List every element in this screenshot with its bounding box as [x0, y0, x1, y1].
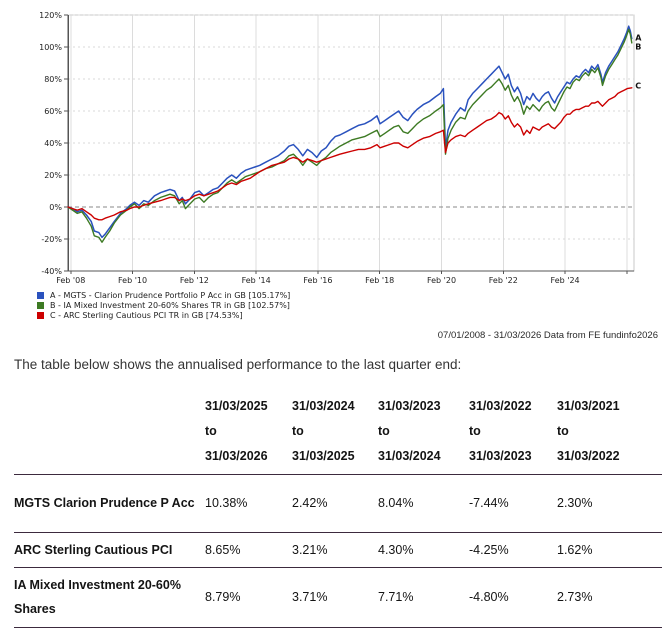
table-header-row: 31/03/2025 to 31/03/2026 31/03/2024 to 31/03… [14, 390, 662, 474]
period-header-3: 31/03/2023 to 31/03/2024 [378, 390, 469, 474]
range-word: to [469, 424, 481, 439]
svg-text:Feb '16: Feb '16 [303, 276, 332, 285]
svg-text:Feb '14: Feb '14 [242, 276, 271, 285]
cell-value: 3.71% [292, 590, 328, 604]
cell-value: 1.62% [557, 542, 593, 557]
legend-item-a: A - MGTS - Clarion Prudence Portfolio P … [37, 291, 290, 301]
row-label: MGTS Clarion Prudence P Acc [14, 496, 195, 510]
period-from: 31/03/2023 [378, 399, 441, 414]
range-word: to [557, 424, 569, 439]
legend-label-a: A - MGTS - Clarion Prudence Portfolio P … [50, 291, 291, 300]
period-to: 31/03/2026 [205, 449, 268, 464]
period-header-1: 31/03/2025 to 31/03/2026 [205, 390, 292, 474]
svg-text:Feb '10: Feb '10 [118, 276, 147, 285]
period-from: 31/03/2021 [557, 399, 620, 414]
legend-item-c: C - ARC Sterling Cautious PCI TR in GB [… [37, 311, 290, 321]
cell-value: 2.73% [557, 590, 593, 604]
row-label: IA Mixed Investment 20-60% Shares [14, 578, 181, 616]
svg-text:80%: 80% [44, 75, 62, 84]
performance-table: 31/03/2025 to 31/03/2026 31/03/2024 to 31/03… [14, 390, 662, 628]
svg-text:A: A [635, 34, 642, 43]
period-from: 31/03/2025 [205, 399, 268, 414]
cell-value: 8.79% [205, 590, 241, 604]
range-word: to [205, 424, 217, 439]
period-to: 31/03/2022 [557, 449, 620, 464]
row-label: ARC Sterling Cautious PCI [14, 542, 173, 557]
cell-value: -4.25% [469, 542, 509, 557]
cell-value: -4.80% [469, 590, 509, 604]
chart-date-range-source: 07/01/2008 - 31/03/2026 Data from FE fun… [437, 330, 658, 341]
series-c-swatch [37, 312, 44, 319]
period-header-2: 31/03/2024 to 31/03/2025 [292, 390, 378, 474]
legend-label-b: B - IA Mixed Investment 20-60% Shares TR… [50, 301, 290, 310]
svg-text:20%: 20% [44, 171, 62, 180]
table-row-ia: IA Mixed Investment 20-60% Shares 8.79% … [14, 567, 662, 627]
cell-value: 10.38% [205, 496, 248, 510]
period-from: 31/03/2022 [469, 399, 532, 414]
performance-chart: Feb '08 Feb '10 Feb '12 Feb '14 Feb '16 Feb '… [0, 0, 671, 292]
legend-label-c: C - ARC Sterling Cautious PCI TR in GB [… [50, 311, 243, 320]
svg-text:40%: 40% [44, 139, 62, 148]
svg-text:Feb '20: Feb '20 [427, 276, 456, 285]
svg-text:Feb '12: Feb '12 [180, 276, 209, 285]
svg-text:Feb '08: Feb '08 [56, 276, 85, 285]
cell-value: 2.42% [292, 496, 328, 510]
period-header-4: 31/03/2022 to 31/03/2023 [469, 390, 557, 474]
period-to: 31/03/2023 [469, 449, 532, 464]
chart-legend: A - MGTS - Clarion Prudence Portfolio P … [37, 291, 290, 321]
period-from: 31/03/2024 [292, 399, 355, 414]
range-word: to [292, 424, 304, 439]
svg-text:C: C [635, 82, 641, 91]
series-a-swatch [37, 292, 44, 299]
svg-text:-40%: -40% [41, 267, 62, 276]
performance-line-chart: Feb '08 Feb '10 Feb '12 Feb '14 Feb '16 Feb '… [39, 11, 642, 285]
performance-table-wrap: 31/03/2025 to 31/03/2026 31/03/2024 to 31/03… [14, 390, 662, 628]
svg-text:60%: 60% [44, 107, 62, 116]
svg-text:Feb '22: Feb '22 [489, 276, 518, 285]
svg-text:Feb '18: Feb '18 [365, 276, 394, 285]
cell-value: -7.44% [469, 496, 509, 510]
series-b-swatch [37, 302, 44, 309]
cell-value: 3.21% [292, 542, 328, 557]
svg-text:-20%: -20% [41, 235, 62, 244]
intro-text: The table below shows the annualised per… [14, 357, 462, 372]
period-header-5: 31/03/2021 to 31/03/2022 [557, 390, 662, 474]
table-row-arc: ARC Sterling Cautious PCI 8.65% 3.21% 4.… [14, 532, 662, 567]
svg-text:B: B [635, 42, 641, 51]
svg-text:0%: 0% [49, 203, 62, 212]
period-to: 31/03/2025 [292, 449, 355, 464]
period-to: 31/03/2024 [378, 449, 441, 464]
svg-text:100%: 100% [39, 43, 62, 52]
cell-value: 2.30% [557, 496, 593, 510]
cell-value: 7.71% [378, 590, 414, 604]
header-empty [14, 390, 205, 474]
svg-text:Feb '24: Feb '24 [551, 276, 580, 285]
table-row-mgts: MGTS Clarion Prudence P Acc 10.38% 2.42%… [14, 474, 662, 532]
svg-text:120%: 120% [39, 11, 62, 20]
range-word: to [378, 424, 390, 439]
legend-item-b: B - IA Mixed Investment 20-60% Shares TR… [37, 301, 290, 311]
cell-value: 8.04% [378, 496, 414, 510]
cell-value: 8.65% [205, 542, 241, 557]
cell-value: 4.30% [378, 542, 414, 557]
